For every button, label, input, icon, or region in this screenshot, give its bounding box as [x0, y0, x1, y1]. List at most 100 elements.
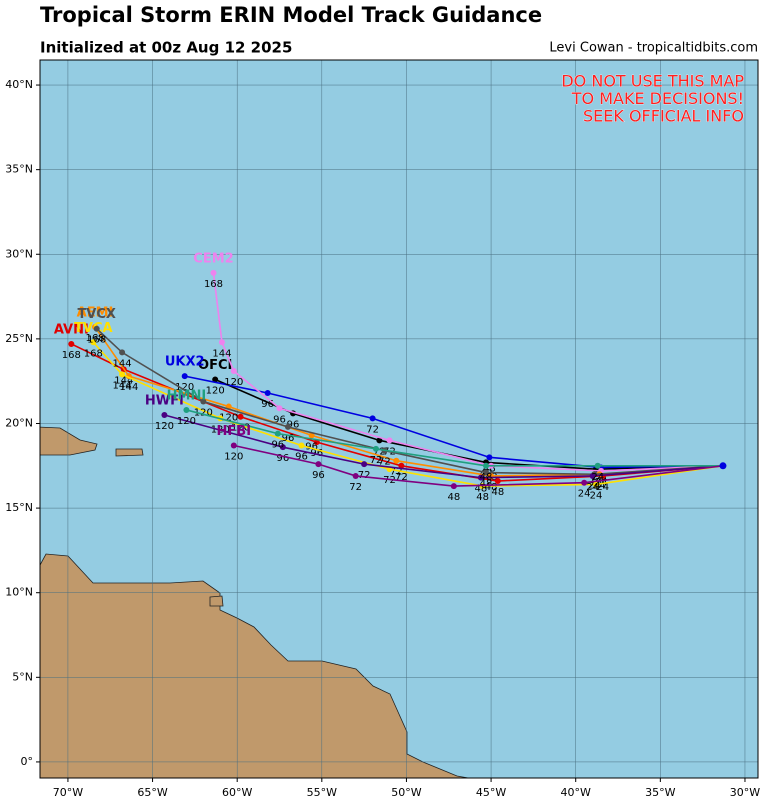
hour-label: 72 — [366, 424, 379, 435]
y-tick-label: 0° — [21, 755, 34, 768]
hour-label: 144 — [113, 358, 132, 369]
track-point — [372, 445, 379, 452]
hour-label: 168 — [62, 350, 81, 361]
hour-label: 48 — [476, 492, 489, 503]
x-tick-label: 65°W — [137, 786, 167, 799]
hour-label: 96 — [295, 451, 308, 462]
track-connector — [584, 464, 724, 484]
y-tick-label: 30°N — [5, 247, 33, 260]
track-point — [482, 462, 489, 469]
hour-label: 48 — [475, 484, 488, 495]
hour-label: 72 — [383, 475, 396, 486]
hour-label: 96 — [273, 414, 286, 425]
hour-label: 48 — [491, 487, 504, 498]
track-point — [276, 405, 283, 412]
hour-label: 72 — [395, 472, 408, 483]
south-america — [40, 553, 471, 778]
subtitle: Initialized at 00z Aug 12 2025 — [40, 39, 292, 57]
track-point — [482, 469, 489, 476]
hour-label: 72 — [358, 470, 371, 481]
hour-label: 24 — [596, 482, 609, 493]
y-tick-label: 20°N — [5, 416, 33, 429]
hour-label: 144 — [119, 382, 138, 393]
x-tick-label: 70°W — [53, 786, 83, 799]
track-name: OFCI — [198, 358, 232, 373]
hour-label: 24 — [590, 490, 603, 501]
track-name: AVNI — [54, 322, 89, 337]
warning-text: SEEK OFFICIAL INFO — [583, 107, 744, 126]
frame — [39, 59, 759, 779]
track-point — [230, 442, 237, 449]
hour-label: 96 — [287, 419, 300, 430]
track-point — [237, 413, 244, 420]
track-point — [594, 462, 601, 469]
hour-label: 72 — [349, 482, 362, 493]
hour-label: 168 — [87, 335, 106, 346]
chart-title: Tropical Storm ERIN Model Track Guidance — [40, 3, 542, 27]
track-point — [369, 415, 376, 422]
x-tick-label: 30°W — [730, 786, 760, 799]
hour-label: 24 — [586, 482, 599, 493]
hour-label: 96 — [271, 440, 284, 451]
y-tick-label: 40°N — [5, 78, 33, 91]
track-point — [264, 390, 271, 397]
track-connector — [592, 464, 724, 477]
track-name: AEMI — [77, 306, 114, 321]
y-tick-label: 10°N — [5, 586, 33, 599]
hour-label: 144 — [114, 375, 133, 386]
track-name: TVCA — [74, 321, 113, 336]
tracks: 24 48 72 96 120 OFCI 24 48 72 96 120 UKX2 24 48 72 96 12… — [54, 251, 727, 503]
y-tick-label: 35°N — [5, 163, 33, 176]
hour-label: 120 — [224, 451, 243, 462]
land — [40, 426, 471, 778]
track-point — [183, 406, 190, 413]
hour-label: 48 — [480, 472, 493, 483]
hour-label: 24 — [595, 477, 608, 488]
track-point — [589, 472, 596, 479]
track-point — [386, 437, 393, 444]
hour-label: 120 — [177, 416, 196, 427]
hour-label: 144 — [113, 380, 132, 391]
track-point — [230, 368, 237, 375]
track-point — [68, 340, 75, 347]
x-tick-label: 50°W — [391, 786, 421, 799]
grid: 70°W 65°W 60°W 55°W 50°W 45°W 40°W 35°W 30°W 0° 5°… — [5, 60, 760, 799]
hour-label: 24 — [578, 489, 591, 500]
hour-label: 168 — [85, 333, 104, 344]
hour-label: 24 — [588, 480, 601, 491]
hour-label: 48 — [483, 463, 496, 474]
hour-label: 96 — [282, 433, 295, 444]
track-point — [593, 481, 600, 488]
track-point — [218, 339, 225, 346]
track-point — [90, 339, 97, 346]
hour-label: 168 — [84, 348, 103, 359]
x-tick-label: 60°W — [222, 786, 252, 799]
y-tick-label: 5°N — [12, 670, 33, 683]
credit: Levi Cowan - tropicaltidbits.com — [549, 41, 758, 56]
hour-label: 96 — [312, 470, 325, 481]
track-point — [315, 461, 322, 468]
track-point — [361, 461, 368, 468]
track-point — [581, 479, 588, 486]
hour-label: 72 — [390, 467, 403, 478]
hour-label: 48 — [447, 492, 460, 503]
track-point — [450, 483, 457, 490]
hour-label: 72 — [370, 455, 383, 466]
track-point — [376, 437, 383, 444]
y-tick-label: 15°N — [5, 501, 33, 514]
x-tick-label: 45°W — [476, 786, 506, 799]
track-point — [210, 269, 217, 276]
hour-label: 96 — [261, 399, 274, 410]
track-point — [119, 349, 126, 356]
warning-text: DO NOT USE THIS MAP — [561, 72, 744, 91]
puerto-rico — [115, 448, 144, 457]
hour-label: 144 — [212, 348, 231, 359]
x-tick-label: 40°W — [561, 786, 591, 799]
hour-label: 48 — [480, 479, 493, 490]
track-point — [398, 462, 405, 469]
track-point — [212, 376, 219, 383]
hour-label: 168 — [204, 279, 223, 290]
track-point — [279, 444, 286, 451]
hour-label: 120 — [224, 377, 243, 388]
